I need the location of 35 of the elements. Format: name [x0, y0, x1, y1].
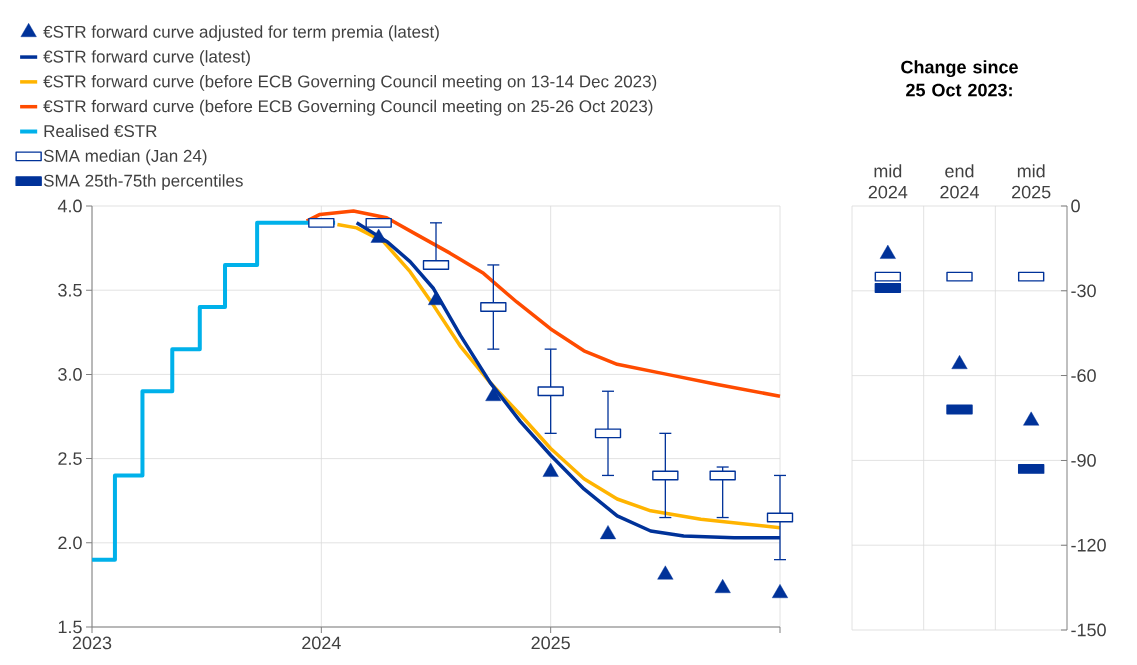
legend-label: €STR forward curve (before ECB Governing Council meeting on 13-14 Dec 2023)	[43, 74, 657, 91]
y-tick-label: 4.0	[57, 199, 82, 213]
line-series	[304, 209, 782, 399]
y-tick-label: -90	[1071, 454, 1096, 467]
point	[772, 584, 788, 599]
y-tick-label: 3.5	[58, 283, 82, 297]
point	[600, 525, 616, 540]
y-tick-label: -150	[1071, 623, 1106, 637]
legend-label: €STR forward curve (before ECB Governing Council meeting on 25-26 Oct 2023)	[43, 99, 653, 116]
legend-label: SMA median (Jan 24)	[43, 149, 207, 166]
legend-label: €STR forward curve adjusted for term premia (latest)	[43, 25, 439, 42]
point	[542, 462, 559, 477]
text: SMA 25th-75th percentiles	[43, 174, 243, 191]
y-tick-label: -30	[1071, 284, 1096, 298]
x-tick-label: mid 2024	[868, 164, 908, 199]
legend-label: €STR forward curve (latest)	[43, 50, 250, 66]
y-tick-label: -60	[1071, 369, 1096, 382]
y-tick-label: 0	[1071, 199, 1080, 213]
x-tick-label: 2024	[302, 636, 341, 650]
chart-title: Change since 25 Oct 2023:	[901, 60, 1018, 97]
x-tick-label: 2025	[531, 636, 570, 650]
x-tick-label: end 2024	[940, 164, 979, 199]
y-tick-label: -120	[1071, 538, 1106, 552]
x-tick-label: 2023	[72, 636, 112, 650]
point	[951, 355, 968, 369]
y-tick-label: 2.5	[58, 452, 82, 465]
y-tick-label: 3.0	[58, 368, 82, 381]
point	[485, 387, 502, 401]
y-tick-label: 1.5	[58, 620, 82, 634]
x-tick-label: mid 2025	[1012, 164, 1051, 199]
point	[1023, 411, 1040, 426]
point	[657, 565, 674, 580]
legend-label: Realised €STR	[44, 124, 157, 138]
point	[714, 579, 731, 593]
y-tick-label: 2.0	[58, 536, 82, 550]
